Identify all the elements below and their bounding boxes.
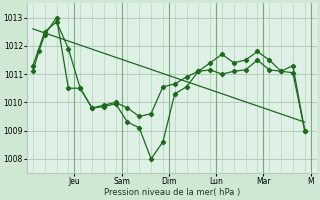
X-axis label: Pression niveau de la mer( hPa ): Pression niveau de la mer( hPa ): [104, 188, 240, 197]
